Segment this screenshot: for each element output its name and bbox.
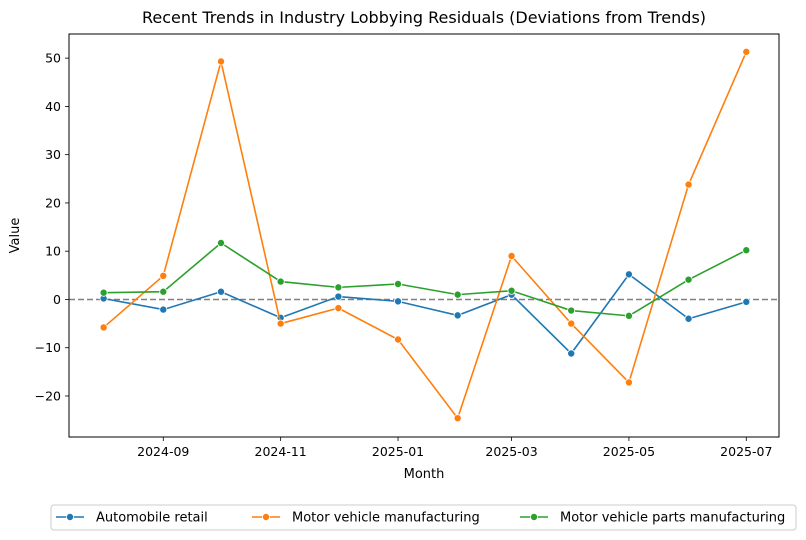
legend-box [50,504,797,531]
data-point [624,378,633,387]
y-tick-label: 0 [53,292,61,307]
data-point [742,297,751,306]
data-point [334,283,343,292]
x-axis: 2024-09 2024-11 2025-01 2025-03 2025-05 2025-… [137,437,772,459]
data-point [507,252,516,261]
data-point [334,292,343,301]
series-line [103,241,747,317]
series-line [103,273,747,355]
legend-item: Motor vehicle parts manufacturing [520,511,785,526]
y-tick-label: −20 [35,388,61,403]
legend-marker [261,513,270,522]
data-point [567,349,576,358]
data-point [99,323,108,332]
legend-item: Automobile retail [56,511,208,526]
plot-area [69,47,779,423]
y-tick-label: −10 [35,340,61,355]
x-tick-label: 2025-07 [720,444,772,459]
x-tick-label: 2024-09 [137,444,189,459]
y-tick-label: 10 [45,244,61,259]
data-point [217,57,226,66]
data-point [453,414,462,423]
data-point [159,305,168,314]
data-point [394,280,403,289]
y-axis-label: Value [8,218,23,254]
series-2 [99,238,751,320]
data-point [567,319,576,328]
x-tick-label: 2025-01 [372,444,424,459]
data-point [217,238,226,247]
data-point [684,314,693,323]
y-tick-label: 30 [45,147,61,162]
data-point [276,319,285,328]
data-point [394,297,403,306]
series-1 [99,47,751,423]
legend-marker [530,513,539,522]
data-point [684,180,693,189]
data-point [684,275,693,284]
data-point [276,277,285,286]
data-point [394,335,403,344]
data-point [742,246,751,255]
y-tick-label: 40 [45,99,61,114]
plot-frame [68,33,780,438]
legend-marker [66,513,75,522]
data-point [159,271,168,280]
y-axis: −20 −10 0 10 20 30 40 50 [35,51,69,403]
legend-label: Automobile retail [96,511,208,526]
legend-label: Motor vehicle parts manufacturing [560,511,785,526]
data-point [507,286,516,295]
data-point [99,288,108,297]
y-tick-label: 50 [45,51,61,66]
y-tick-label: 20 [45,195,61,210]
data-point [334,304,343,313]
data-point [742,47,751,56]
data-point [567,306,576,315]
legend-label: Motor vehicle manufacturing [292,511,480,526]
data-point [159,287,168,296]
chart-title: Recent Trends in Industry Lobbying Resid… [142,8,706,27]
data-point [624,311,633,320]
x-axis-label: Month [404,467,445,482]
series-0 [99,270,751,358]
data-point [453,290,462,299]
x-tick-label: 2025-05 [603,444,655,459]
x-tick-label: 2024-11 [255,444,307,459]
legend: Automobile retail Motor vehicle manufactu… [50,504,797,531]
x-tick-label: 2025-03 [485,444,537,459]
data-point [217,287,226,296]
data-point [624,270,633,279]
data-point [453,311,462,320]
legend-item: Motor vehicle manufacturing [252,511,480,526]
series-line [103,51,748,420]
